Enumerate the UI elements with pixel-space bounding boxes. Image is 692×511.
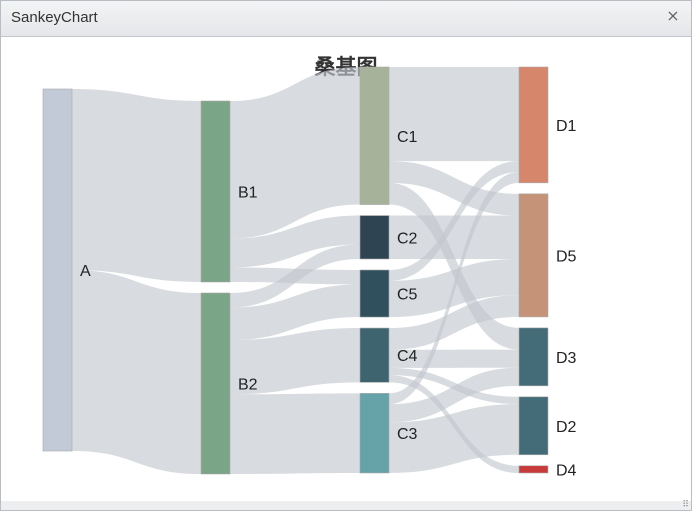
link-B2-C2[interactable] (230, 244, 360, 308)
link-C3-D3[interactable] (389, 367, 519, 423)
node-label-D4: D4 (556, 462, 577, 479)
link-C1-D1[interactable] (389, 67, 519, 162)
node-label-C2: C2 (397, 230, 418, 247)
link-C3-D1[interactable] (389, 171, 519, 405)
status-bar: ⠿ (1, 499, 691, 510)
window-title: SankeyChart (11, 9, 98, 26)
node-B2[interactable] (200, 292, 231, 475)
link-C2-D5[interactable] (389, 215, 519, 259)
link-A-B1[interactable] (72, 89, 201, 282)
node-label-D2: D2 (556, 419, 577, 436)
node-label-C3: C3 (397, 426, 418, 443)
node-label-C4: C4 (397, 348, 418, 365)
node-label-C5: C5 (397, 287, 418, 304)
node-C4[interactable] (359, 327, 390, 383)
title-bar: SankeyChart ⨯ (1, 1, 691, 37)
node-label-A: A (80, 263, 91, 280)
link-C5-D1[interactable] (389, 161, 519, 281)
node-label-D1: D1 (556, 118, 577, 135)
node-A[interactable] (42, 88, 73, 452)
node-label-D3: D3 (556, 350, 577, 367)
node-D3[interactable] (518, 327, 549, 387)
node-label-B1: B1 (238, 185, 258, 202)
link-B1-C1[interactable] (230, 67, 360, 239)
node-label-C1: C1 (397, 129, 418, 146)
node-D4[interactable] (518, 465, 549, 474)
link-C3-D2[interactable] (389, 404, 519, 473)
node-C1[interactable] (359, 66, 390, 205)
node-label-D5: D5 (556, 248, 577, 265)
link-B2-C5[interactable] (230, 284, 360, 341)
node-D2[interactable] (518, 396, 549, 456)
link-B2-C4[interactable] (230, 328, 360, 395)
node-C5[interactable] (359, 269, 390, 318)
node-label-B2: B2 (238, 377, 258, 394)
node-B1[interactable] (200, 100, 231, 283)
node-D5[interactable] (518, 193, 549, 318)
resize-grip-icon[interactable]: ⠿ (682, 499, 689, 509)
link-C4-D3[interactable] (389, 349, 519, 368)
link-B2-C3[interactable] (230, 393, 360, 474)
link-C1-D3[interactable] (389, 182, 519, 350)
node-D1[interactable] (518, 66, 549, 184)
link-B1-C2[interactable] (230, 215, 360, 268)
link-A-B2[interactable] (72, 270, 201, 474)
close-icon[interactable]: ⨯ (666, 8, 680, 25)
link-C4-D5[interactable] (389, 295, 519, 350)
node-C2[interactable] (359, 215, 390, 260)
node-C3[interactable] (359, 393, 390, 474)
